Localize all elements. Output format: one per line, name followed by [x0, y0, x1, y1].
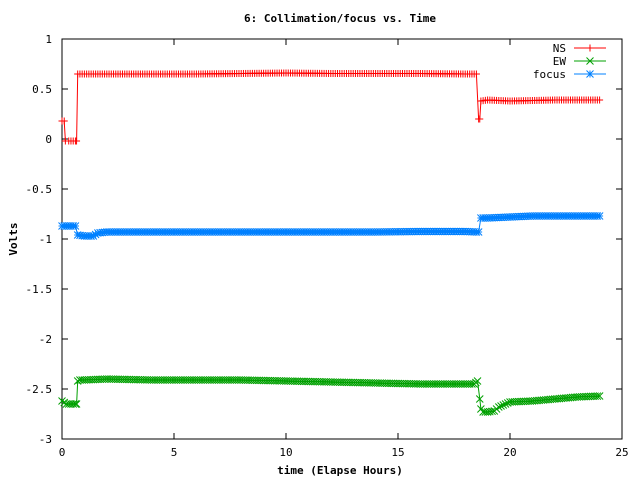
- data-point-marker: [71, 400, 80, 408]
- data-point-marker: [468, 380, 476, 388]
- data-point-marker: [474, 228, 483, 236]
- series-EW: [58, 375, 604, 416]
- data-point-marker: [586, 44, 594, 52]
- x-tick-label: 10: [279, 446, 292, 459]
- data-point-marker: [596, 96, 604, 104]
- data-point-marker: [595, 212, 604, 220]
- series-focus: [58, 212, 604, 240]
- data-point-marker: [73, 137, 81, 145]
- data-point-marker: [73, 377, 82, 385]
- x-tick-label: 15: [391, 446, 404, 459]
- data-point-marker: [586, 57, 594, 65]
- legend-label: focus: [533, 68, 566, 81]
- data-point-marker: [595, 392, 604, 400]
- series-NS: [58, 69, 604, 145]
- y-tick-label: 0: [45, 133, 52, 146]
- y-tick-label: 1: [45, 33, 52, 46]
- data-point-marker: [58, 397, 66, 405]
- data-point-marker: [60, 117, 68, 125]
- y-tick-label: -2.5: [26, 383, 53, 396]
- series-layer: [58, 69, 604, 416]
- x-tick-label: 5: [171, 446, 178, 459]
- y-axis-label: Volts: [7, 222, 20, 255]
- data-point-marker: [503, 399, 512, 407]
- x-axis-label: time (Elapse Hours): [277, 464, 403, 477]
- legend-label: EW: [553, 55, 567, 68]
- legend-item-EW: EW: [553, 55, 606, 68]
- data-point-marker: [488, 407, 496, 416]
- data-point-marker: [71, 222, 80, 230]
- data-point-marker: [501, 400, 510, 408]
- data-point-marker: [472, 70, 480, 78]
- tick-marks: [61, 38, 623, 440]
- data-point-marker: [476, 115, 484, 123]
- y-tick-label: -3: [39, 433, 52, 446]
- x-tick-label: 25: [615, 446, 628, 459]
- data-point-marker: [473, 377, 482, 385]
- legend-item-NS: NS: [553, 42, 606, 55]
- data-point-marker: [69, 400, 78, 408]
- legend-label: NS: [553, 42, 566, 55]
- data-point-marker: [499, 401, 508, 409]
- data-point-marker: [60, 398, 69, 407]
- y-tick-label: -0.5: [26, 183, 53, 196]
- series-line-NS: [62, 72, 600, 142]
- tick-labels: 0 5 10 15 20 25 1 0.5 0 -0.5 -1 -1.5 -2 -2.5 -3: [26, 33, 629, 459]
- x-tick-label: 0: [59, 446, 66, 459]
- data-point-marker: [497, 402, 505, 410]
- y-tick-label: -1: [39, 233, 52, 246]
- y-tick-label: -2: [39, 333, 52, 346]
- legend-item-focus: focus: [533, 68, 606, 81]
- chart-title: 6: Collimation/focus vs. Time: [244, 12, 436, 25]
- data-point-marker: [586, 70, 594, 78]
- y-tick-label: -1.5: [26, 283, 53, 296]
- data-point-marker: [72, 400, 81, 408]
- x-tick-label: 20: [503, 446, 516, 459]
- data-point-marker: [494, 403, 503, 411]
- data-point-marker: [475, 395, 484, 403]
- data-point-marker: [593, 392, 602, 400]
- y-tick-label: 0.5: [32, 83, 52, 96]
